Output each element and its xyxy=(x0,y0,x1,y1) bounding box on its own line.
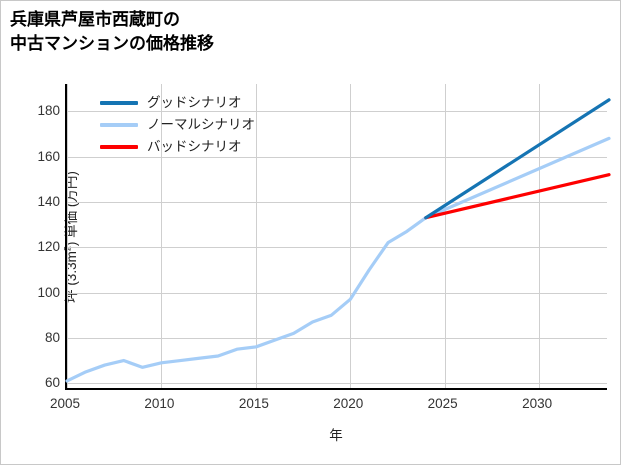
x-axis-tick-label: 2015 xyxy=(238,396,269,411)
legend-color-swatch xyxy=(100,123,138,127)
series-lines xyxy=(65,98,611,383)
x-axis-tick-label: 2005 xyxy=(49,396,81,411)
gridline-horizontal xyxy=(67,337,607,339)
y-axis-tick-label: 180 xyxy=(37,103,60,119)
legend-item-label: グッドシナリオ xyxy=(147,95,242,111)
x-axis-tick-label: 2025 xyxy=(427,396,458,411)
gridline-horizontal xyxy=(67,292,607,294)
y-axis-tick-label: 100 xyxy=(37,284,60,300)
legend-item-label: バッドシナリオ xyxy=(147,139,242,155)
gridline-vertical xyxy=(67,84,68,388)
legend-color-swatch xyxy=(100,101,138,105)
chart-title: 兵庫県芦屋市西蔵町の 中古マンションの価格推移 xyxy=(10,8,214,56)
y-axis-tick-label: 60 xyxy=(44,375,60,391)
gridline-vertical xyxy=(255,84,257,388)
x-axis-tick-label: 2010 xyxy=(144,396,175,411)
y-axis-tick-label: 140 xyxy=(37,193,60,209)
gridline-horizontal xyxy=(67,247,607,249)
series-line xyxy=(65,136,611,383)
x-axis-tick-label: 2030 xyxy=(522,396,553,411)
gridline-vertical xyxy=(350,84,352,388)
legend-item[interactable]: バッドシナリオ xyxy=(100,136,255,158)
series-line xyxy=(424,98,611,220)
gridline-horizontal xyxy=(67,111,607,113)
legend-item[interactable]: グッドシナリオ xyxy=(100,92,255,114)
y-axis-tick-label: 80 xyxy=(44,329,60,345)
gridline-horizontal xyxy=(67,156,607,158)
x-axis-tick-label: 2020 xyxy=(333,396,364,411)
chart-title-line1: 兵庫県芦屋市西蔵町の xyxy=(10,10,180,29)
legend-color-swatch xyxy=(100,145,138,149)
gridline-vertical xyxy=(161,84,163,388)
chart-legend: グッドシナリオ ノーマルシナリオ バッドシナリオ xyxy=(100,92,255,158)
gridline-horizontal xyxy=(67,383,607,385)
x-axis-title: 年 xyxy=(329,428,343,443)
gridline-horizontal xyxy=(67,201,607,203)
gridline-vertical xyxy=(539,84,541,388)
legend-item-label: ノーマルシナリオ xyxy=(147,117,255,133)
plot-area xyxy=(65,84,611,390)
gridline-vertical xyxy=(444,84,446,388)
y-axis-tick-label: 160 xyxy=(37,148,60,164)
y-axis-tick-label: 120 xyxy=(37,239,60,255)
legend-item[interactable]: ノーマルシナリオ xyxy=(100,114,255,136)
chart-title-line2: 中古マンションの価格推移 xyxy=(10,34,214,54)
series-line xyxy=(424,173,611,220)
